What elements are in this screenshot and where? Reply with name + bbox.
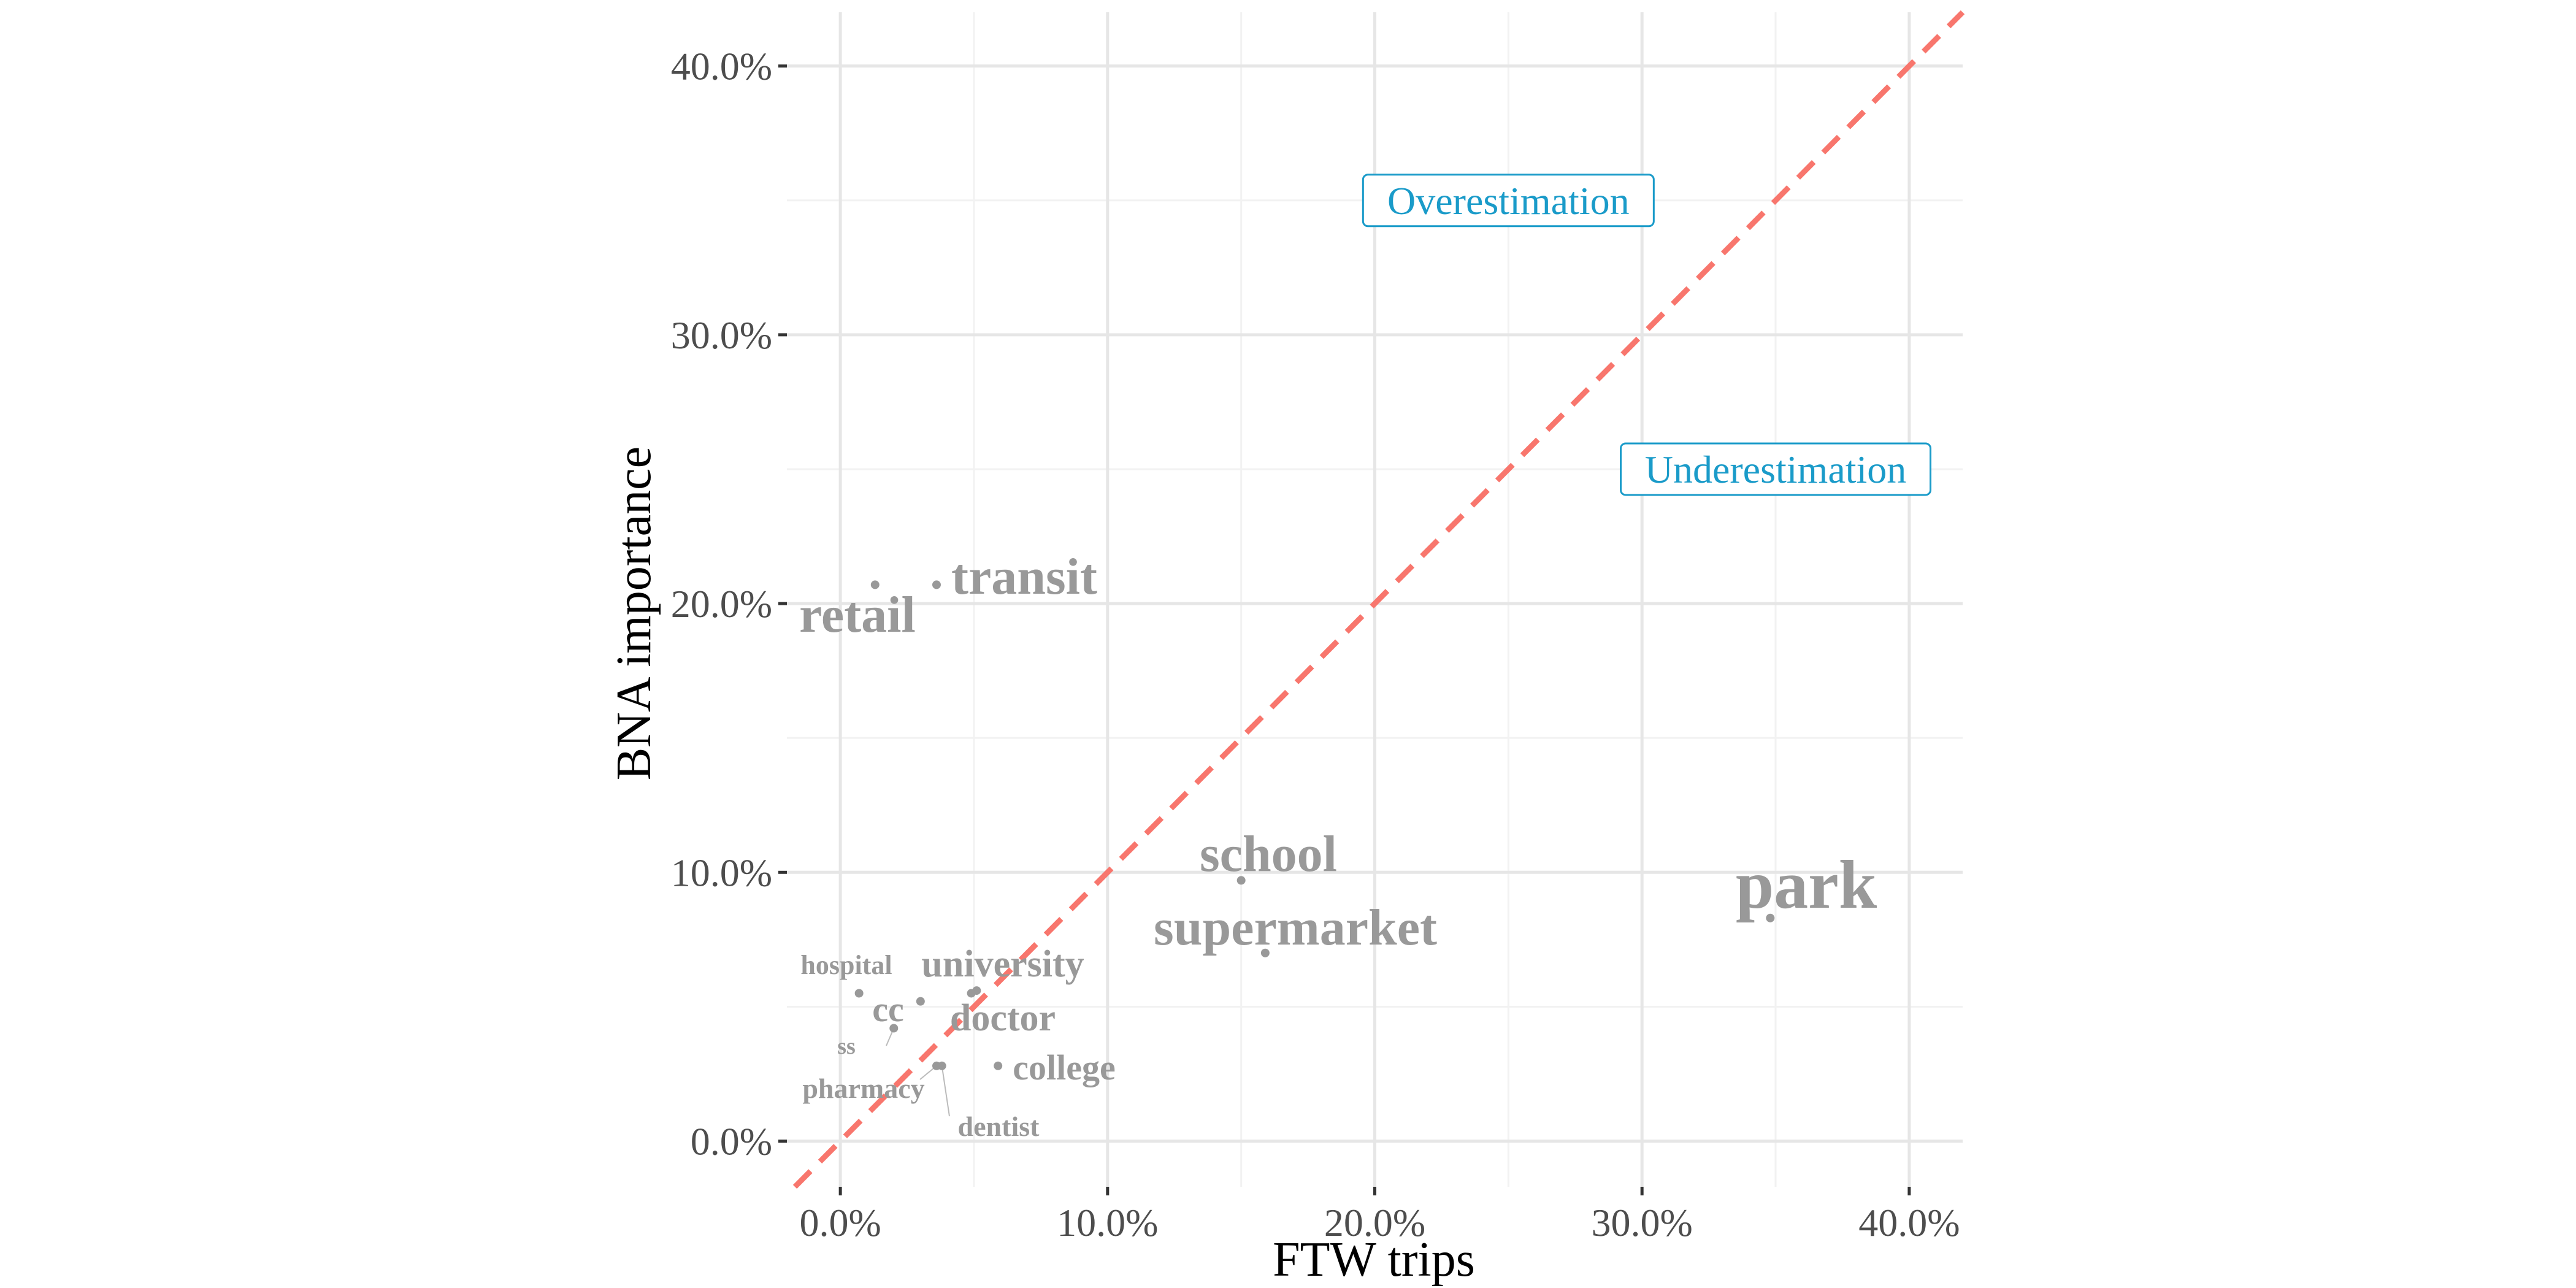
data-point-school (1236, 876, 1246, 885)
x-axis-title: FTW trips (1273, 1233, 1475, 1287)
data-point-park (1766, 913, 1775, 922)
x-tick-label: 10.0% (1057, 1201, 1158, 1244)
annotation-text: Underestimation (1645, 448, 1907, 491)
point-label-transit: transit (951, 548, 1097, 605)
data-point-supermarket (1260, 948, 1270, 957)
point-label-dentist: dentist (958, 1111, 1040, 1142)
point-label-pharmacy: pharmacy (802, 1073, 924, 1104)
point-label-school: school (1200, 826, 1337, 883)
data-point-doctor (967, 989, 976, 998)
leader-dentist (941, 1065, 950, 1117)
y-tick-label: 30.0% (671, 313, 772, 357)
point-label-supermarket: supermarket (1154, 899, 1437, 956)
data-point-college (994, 1061, 1003, 1070)
point-label-ss: ss (837, 1033, 856, 1059)
annotations: Overestimation Underestimation (1362, 174, 1932, 496)
point-label-cc: cc (872, 989, 904, 1029)
point-labels: park school supermarket transit retail univer… (799, 548, 1877, 1142)
y-axis-title: BNA importance (607, 447, 661, 780)
annotation-text: Overestimation (1387, 179, 1630, 223)
point-label-university: university (921, 943, 1084, 985)
annotation-underestimation: Underestimation (1620, 442, 1932, 496)
data-point-dentist (937, 1061, 946, 1070)
data-point-retail (870, 580, 880, 589)
y-tick-label: 10.0% (671, 851, 772, 894)
reference-line (792, 10, 1965, 1189)
point-label-park: park (1736, 847, 1877, 923)
annotation-box (1620, 442, 1932, 496)
data-point-hospital (854, 989, 864, 998)
annotation-box (1362, 174, 1655, 228)
axes: 0.0% 10.0% 20.0% 30.0% 40.0% 0.0% 10.0% 20.0% 30… (671, 45, 1960, 1244)
data-point-ss (889, 1024, 899, 1033)
data-point-transit (932, 580, 941, 589)
point-label-retail: retail (799, 586, 916, 643)
y-tick-label: 20.0% (671, 582, 772, 626)
x-tick-label: 40.0% (1858, 1201, 1960, 1244)
y-tick-label: 0.0% (691, 1120, 772, 1163)
point-label-doctor: doctor (950, 997, 1056, 1039)
annotation-overestimation: Overestimation (1362, 174, 1655, 228)
y-tick-label: 40.0% (671, 45, 772, 88)
x-tick-label: 30.0% (1592, 1201, 1693, 1244)
reference-line-layer (792, 10, 1965, 1189)
data-points (854, 580, 1775, 1070)
point-label-college: college (1013, 1048, 1115, 1087)
data-point-cc (916, 997, 925, 1006)
point-label-hospital: hospital (800, 950, 892, 980)
x-tick-label: 0.0% (799, 1201, 881, 1244)
x-tick-label: 20.0% (1324, 1201, 1425, 1244)
